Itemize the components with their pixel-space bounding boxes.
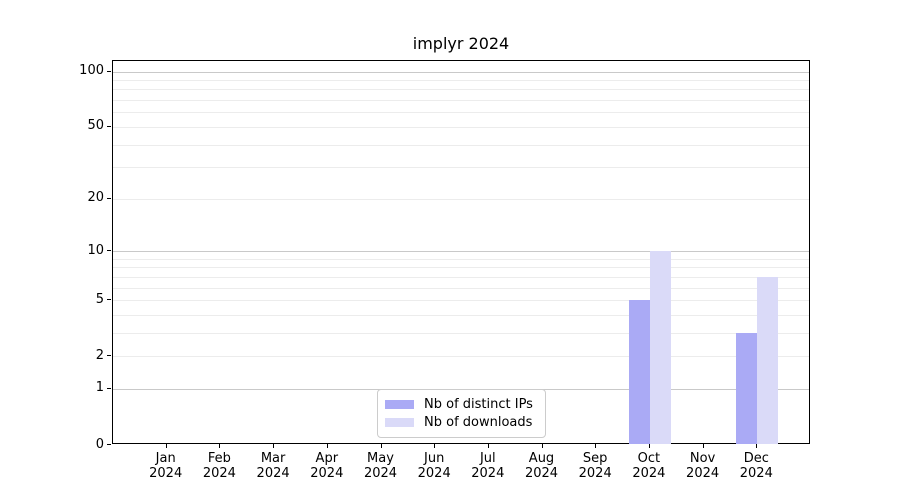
x-tick-year: 2024 xyxy=(524,466,559,481)
gridline-minor xyxy=(113,100,809,102)
legend-label-distinct-ips: Nb of distinct IPs xyxy=(424,397,533,412)
y-tick-label: 5 xyxy=(95,291,104,307)
gridline-major xyxy=(113,71,809,73)
x-tick-year: 2024 xyxy=(202,466,236,481)
y-tick-mark xyxy=(107,355,111,357)
gridline-minor xyxy=(113,167,809,169)
x-tick-mark xyxy=(380,444,382,448)
x-tick-label: Aug 2024 xyxy=(507,451,577,481)
x-tick-label: Oct 2024 xyxy=(614,451,684,481)
x-tick-mark xyxy=(595,444,597,448)
y-tick-mark xyxy=(107,70,111,72)
gridline-minor xyxy=(113,112,809,114)
x-tick-label: Dec 2024 xyxy=(721,451,791,481)
y-tick-mark xyxy=(107,250,111,251)
gridline-minor xyxy=(113,276,809,278)
gridline-minor xyxy=(113,198,809,200)
legend-label-downloads: Nb of downloads xyxy=(424,415,533,430)
legend-item-downloads: Nb of downloads xyxy=(385,414,537,431)
x-tick-mark xyxy=(165,444,167,448)
x-tick-label: Mar 2024 xyxy=(238,451,308,481)
x-tick-label: Jun 2024 xyxy=(399,451,469,481)
gridline-minor xyxy=(113,258,809,260)
x-tick-mark xyxy=(219,444,221,448)
x-tick-label: Feb 2024 xyxy=(184,451,254,481)
x-tick-year: 2024 xyxy=(363,466,398,481)
x-tick-mark xyxy=(756,444,758,448)
gridline-minor xyxy=(113,314,809,316)
x-tick-year: 2024 xyxy=(686,466,720,481)
y-tick-label: 0 xyxy=(95,436,104,452)
gridline-minor xyxy=(113,126,809,128)
x-tick-mark xyxy=(702,444,704,448)
gridline-minor xyxy=(113,267,809,269)
x-tick-mark xyxy=(648,444,650,448)
bar-distinct-ips xyxy=(736,332,758,444)
x-tick-label: May 2024 xyxy=(346,451,416,481)
gridline-minor xyxy=(113,356,809,358)
x-tick-label: Sep 2024 xyxy=(560,451,630,481)
x-tick-mark xyxy=(434,444,436,448)
gridline-minor xyxy=(113,300,809,301)
y-tick-label: 2 xyxy=(95,347,104,363)
x-tick-label: Jul 2024 xyxy=(453,451,523,481)
x-tick-mark xyxy=(273,444,275,448)
y-tick-label: 20 xyxy=(87,190,104,206)
y-tick-mark xyxy=(107,444,111,445)
x-tick-year: 2024 xyxy=(632,466,666,481)
y-tick-mark xyxy=(107,387,111,389)
x-tick-year: 2024 xyxy=(471,466,505,481)
bar-downloads xyxy=(649,251,671,444)
gridline-major xyxy=(113,251,809,252)
x-tick-label: Apr 2024 xyxy=(292,451,362,481)
bar-downloads xyxy=(757,276,779,444)
chart-title: implyr 2024 xyxy=(412,34,510,53)
plot-area xyxy=(112,60,810,444)
legend: Nb of distinct IPs Nb of downloads xyxy=(377,389,546,438)
x-tick-label: Nov 2024 xyxy=(668,451,738,481)
x-tick-year: 2024 xyxy=(739,466,773,481)
y-tick-mark xyxy=(107,125,111,127)
x-tick-year: 2024 xyxy=(578,466,612,481)
legend-item-distinct-ips: Nb of distinct IPs xyxy=(385,396,537,413)
x-tick-year: 2024 xyxy=(256,466,290,481)
x-tick-year: 2024 xyxy=(310,466,344,481)
x-tick-mark xyxy=(487,444,489,448)
y-tick-mark xyxy=(107,197,111,199)
bar-distinct-ips xyxy=(628,300,650,444)
y-tick-label: 100 xyxy=(79,63,104,79)
x-tick-year: 2024 xyxy=(417,466,451,481)
legend-swatch-downloads xyxy=(385,418,414,427)
legend-swatch-distinct-ips xyxy=(385,400,414,409)
x-tick-label: Jan 2024 xyxy=(131,451,201,481)
gridline-minor xyxy=(113,89,809,91)
x-tick-mark xyxy=(541,444,543,448)
y-tick-label: 10 xyxy=(87,242,104,258)
gridline-minor xyxy=(113,144,809,146)
gridline-minor xyxy=(113,287,809,289)
gridline-minor xyxy=(113,80,809,81)
x-tick-mark xyxy=(326,444,328,448)
gridline-minor xyxy=(113,332,809,334)
y-tick-mark xyxy=(107,299,111,300)
x-tick-year: 2024 xyxy=(149,466,183,481)
y-tick-label: 50 xyxy=(87,118,104,134)
y-tick-label: 1 xyxy=(95,380,104,396)
